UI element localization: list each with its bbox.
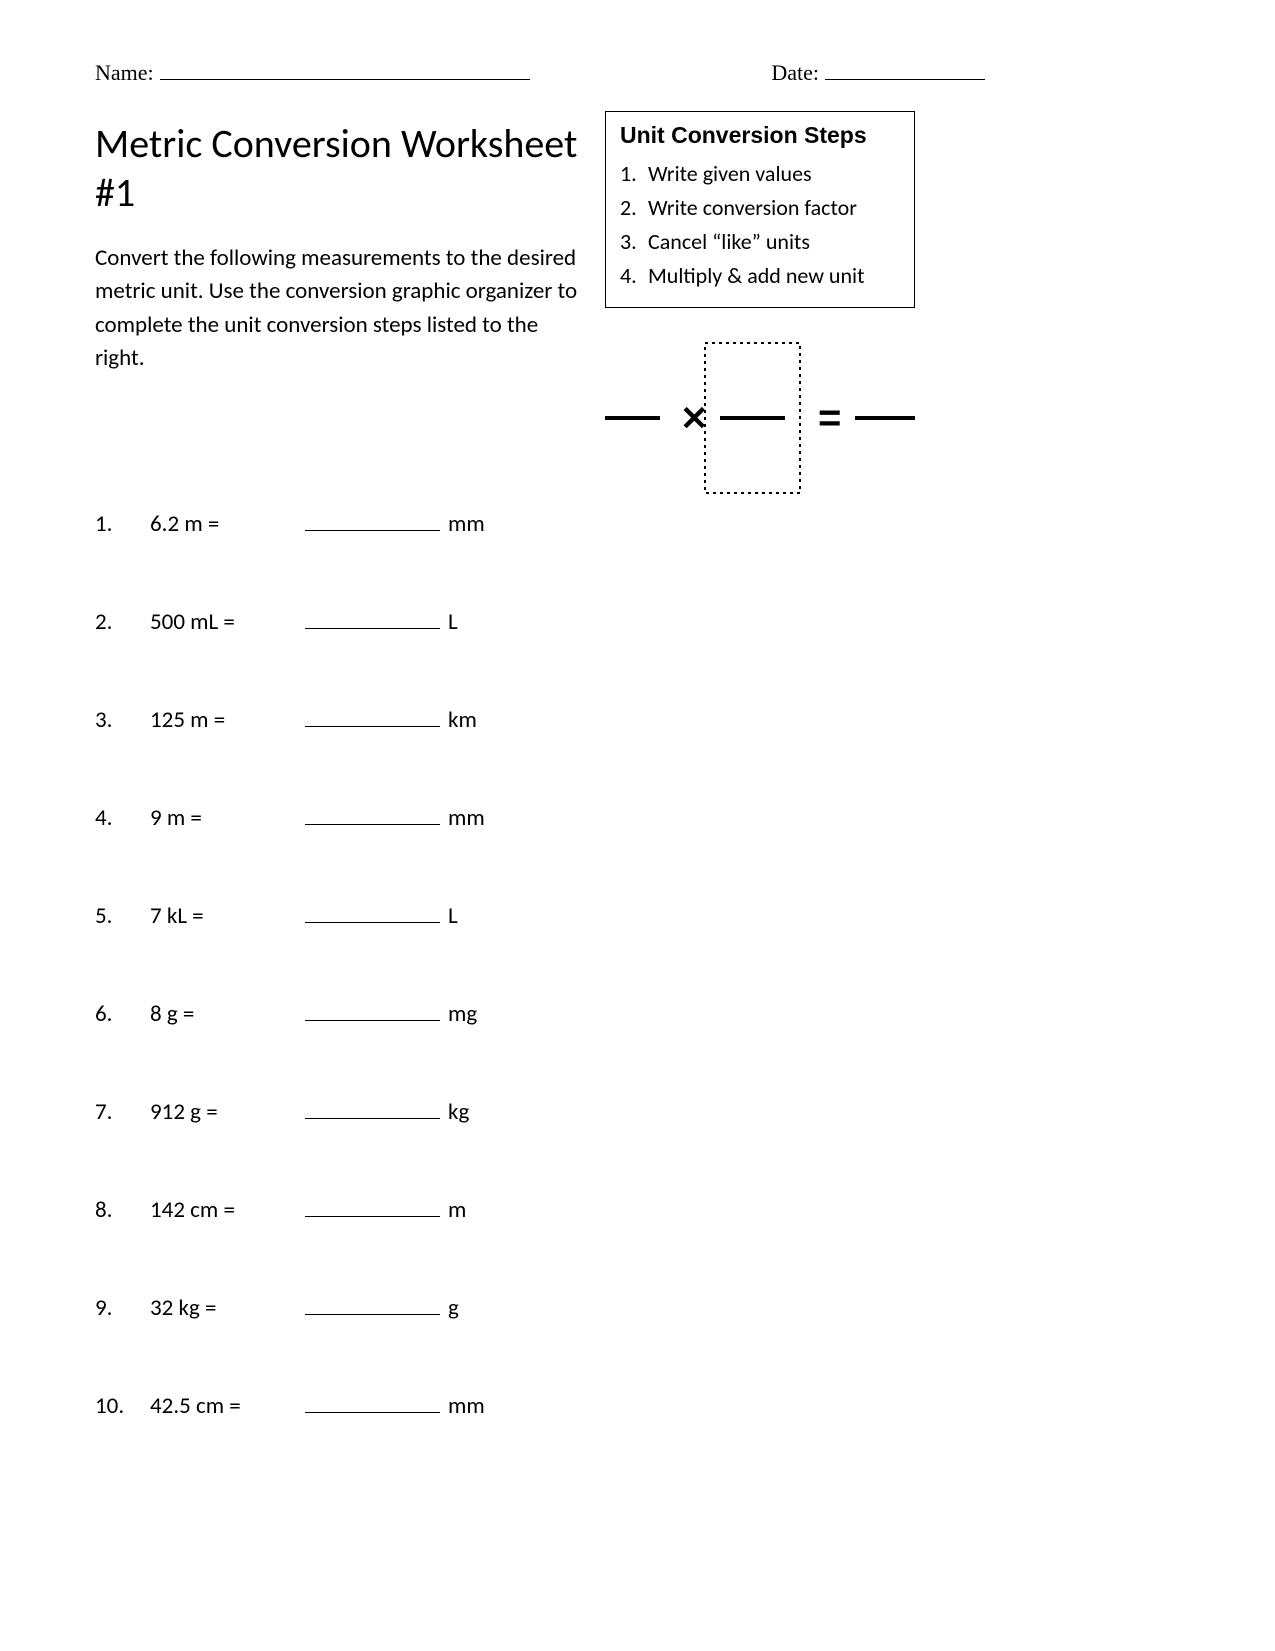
problem-given: 142 cm = xyxy=(150,1196,305,1224)
problem-number: 5. xyxy=(95,902,150,930)
problem-target-unit: L xyxy=(448,608,458,636)
step-number: 3. xyxy=(620,225,648,259)
answer-blank[interactable] xyxy=(305,905,440,923)
instructions-text: Convert the following measurements to th… xyxy=(95,242,585,375)
problem-row: 6.8 g = mg xyxy=(95,1000,1180,1028)
name-field: Name: xyxy=(95,60,530,86)
problem-given: 912 g = xyxy=(150,1098,305,1126)
step-number: 2. xyxy=(620,191,648,225)
problem-number: 10. xyxy=(95,1392,150,1420)
steps-box: Unit Conversion Steps 1.Write given valu… xyxy=(605,111,915,308)
problems-list: 1.6.2 m = mm 2.500 mL = L 3.125 m = km 4.9 m =… xyxy=(95,510,1180,1420)
problem-given: 7 kL = xyxy=(150,902,305,930)
answer-blank[interactable] xyxy=(305,709,440,727)
problem-given: 125 m = xyxy=(150,706,305,734)
step-item: 2.Write conversion factor xyxy=(620,191,900,225)
name-blank[interactable] xyxy=(160,62,530,80)
problem-row: 7.912 g = kg xyxy=(95,1098,1180,1126)
answer-blank[interactable] xyxy=(305,1101,440,1119)
steps-list: 1.Write given values2.Write conversion f… xyxy=(620,157,900,293)
problem-row: 8.142 cm = m xyxy=(95,1196,1180,1224)
problem-target-unit: km xyxy=(448,706,477,734)
step-number: 1. xyxy=(620,157,648,191)
header-row: Name: Date: xyxy=(95,60,1180,86)
problem-given: 9 m = xyxy=(150,804,305,832)
problem-number: 9. xyxy=(95,1294,150,1322)
problem-number: 7. xyxy=(95,1098,150,1126)
problem-row: 2.500 mL = L xyxy=(95,608,1180,636)
problem-given: 500 mL = xyxy=(150,608,305,636)
problem-row: 4.9 m = mm xyxy=(95,804,1180,832)
problem-number: 3. xyxy=(95,706,150,734)
date-label: Date: xyxy=(771,60,819,86)
problem-number: 1. xyxy=(95,510,150,538)
answer-blank[interactable] xyxy=(305,513,440,531)
left-column: Metric Conversion Worksheet #1 Convert t… xyxy=(95,111,585,403)
date-blank[interactable] xyxy=(825,62,985,80)
name-label: Name: xyxy=(95,60,154,86)
date-field: Date: xyxy=(771,60,985,86)
right-column: Unit Conversion Steps 1.Write given valu… xyxy=(605,111,915,498)
problem-given: 8 g = xyxy=(150,1000,305,1028)
problem-number: 6. xyxy=(95,1000,150,1028)
problem-target-unit: mm xyxy=(448,804,485,832)
svg-text:=: = xyxy=(818,396,841,440)
step-text: Write conversion factor xyxy=(648,191,857,225)
problem-target-unit: mm xyxy=(448,510,485,538)
step-text: Write given values xyxy=(648,157,812,191)
problem-row: 5.7 kL = L xyxy=(95,902,1180,930)
step-number: 4. xyxy=(620,259,648,293)
problem-number: 2. xyxy=(95,608,150,636)
answer-blank[interactable] xyxy=(305,807,440,825)
problem-row: 1.6.2 m = mm xyxy=(95,510,1180,538)
step-text: Multiply & add new unit xyxy=(648,259,864,293)
worksheet-title: Metric Conversion Worksheet #1 xyxy=(95,119,585,217)
problem-target-unit: g xyxy=(448,1294,459,1322)
problem-row: 10.42.5 cm = mm xyxy=(95,1392,1180,1420)
problem-target-unit: mm xyxy=(448,1392,485,1420)
answer-blank[interactable] xyxy=(305,611,440,629)
problem-given: 32 kg = xyxy=(150,1294,305,1322)
problem-given: 42.5 cm = xyxy=(150,1392,305,1420)
answer-blank[interactable] xyxy=(305,1395,440,1413)
conversion-organizer: ✕ = xyxy=(605,338,915,498)
answer-blank[interactable] xyxy=(305,1003,440,1021)
problem-target-unit: L xyxy=(448,902,458,930)
step-item: 1.Write given values xyxy=(620,157,900,191)
step-item: 4.Multiply & add new unit xyxy=(620,259,900,293)
answer-blank[interactable] xyxy=(305,1297,440,1315)
answer-blank[interactable] xyxy=(305,1199,440,1217)
problem-number: 8. xyxy=(95,1196,150,1224)
step-text: Cancel “like” units xyxy=(648,225,810,259)
problem-given: 6.2 m = xyxy=(150,510,305,538)
step-item: 3.Cancel “like” units xyxy=(620,225,900,259)
problem-row: 9.32 kg = g xyxy=(95,1294,1180,1322)
steps-title: Unit Conversion Steps xyxy=(620,122,900,149)
problem-target-unit: mg xyxy=(448,1000,477,1028)
problem-target-unit: m xyxy=(448,1196,466,1224)
problem-row: 3.125 m = km xyxy=(95,706,1180,734)
content-top: Metric Conversion Worksheet #1 Convert t… xyxy=(95,111,1180,498)
problem-number: 4. xyxy=(95,804,150,832)
problem-target-unit: kg xyxy=(448,1098,469,1126)
